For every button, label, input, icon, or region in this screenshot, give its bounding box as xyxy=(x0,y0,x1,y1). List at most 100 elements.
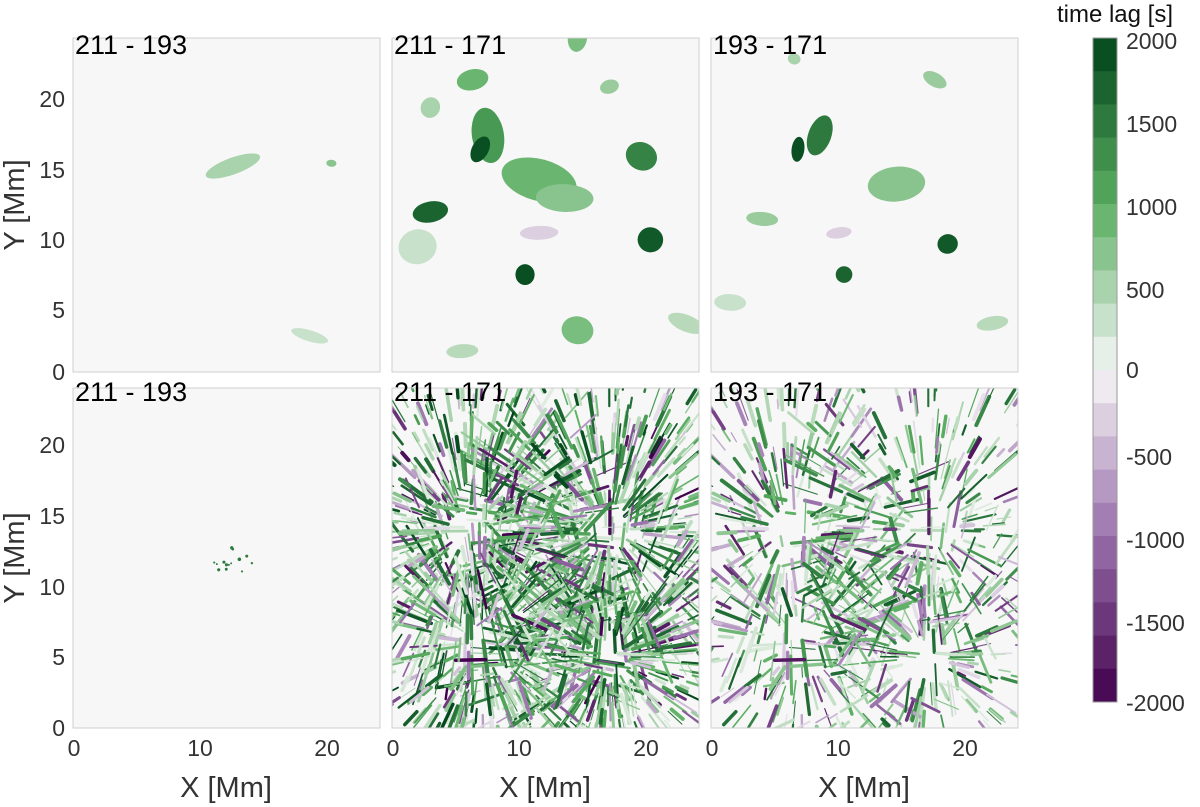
lag-streak xyxy=(468,411,497,436)
lag-streak xyxy=(944,432,954,464)
lag-streak xyxy=(795,720,811,728)
lag-streak xyxy=(887,465,897,479)
lag-streak xyxy=(934,408,940,449)
lag-streak xyxy=(1010,674,1018,678)
colorbar-level xyxy=(1093,71,1117,105)
lag-streak xyxy=(427,621,438,645)
lag-streak xyxy=(838,394,854,424)
lag-streak xyxy=(642,583,663,615)
lag-streak xyxy=(465,511,478,516)
lag-streak xyxy=(1008,576,1018,583)
lag-streak xyxy=(564,578,581,589)
lag-streak xyxy=(852,672,869,705)
lag-streak xyxy=(719,675,729,693)
lag-streak xyxy=(987,452,1018,480)
lag-streak xyxy=(457,388,462,407)
lag-region xyxy=(446,344,479,359)
lag-streak xyxy=(823,669,831,678)
x-tick-label: 10 xyxy=(825,735,851,761)
lag-streak xyxy=(741,428,754,452)
lag-speck xyxy=(224,563,229,567)
lag-streak xyxy=(939,522,945,550)
lag-streak xyxy=(612,417,616,433)
lag-streak xyxy=(460,431,490,452)
lag-streak xyxy=(893,437,904,461)
lag-streak xyxy=(783,458,818,477)
y-axis-label: Y [Mm] xyxy=(0,512,31,603)
lag-streak xyxy=(730,576,742,588)
lag-streak xyxy=(513,670,529,684)
lag-streak xyxy=(969,575,989,602)
lag-streak xyxy=(740,515,769,526)
lag-streak xyxy=(650,575,670,602)
lag-streak xyxy=(996,516,1012,520)
lag-streak xyxy=(848,670,858,688)
lag-streak xyxy=(677,516,693,520)
lag-streak xyxy=(543,712,558,728)
lag-streak xyxy=(840,674,852,679)
lag-streak xyxy=(621,612,635,635)
lag-streak xyxy=(626,562,638,581)
lag-streak xyxy=(685,388,698,406)
lag-streak xyxy=(831,531,845,534)
lag-streak xyxy=(442,413,454,455)
lag-streak xyxy=(803,545,811,583)
lag-streak xyxy=(665,577,685,598)
colorbar xyxy=(1093,38,1117,703)
lag-streak xyxy=(392,661,405,666)
lag-streak xyxy=(718,391,728,409)
lag-streak xyxy=(711,595,718,603)
lag-streak xyxy=(795,388,800,417)
lag-streak xyxy=(947,579,960,609)
lag-streak xyxy=(490,563,502,580)
lag-streak xyxy=(410,388,415,393)
lag-streak xyxy=(583,501,613,533)
panel-frame xyxy=(72,37,381,373)
lag-streak xyxy=(851,554,872,564)
lag-streak xyxy=(588,539,610,543)
lag-streak xyxy=(423,394,432,416)
lag-streak xyxy=(538,425,557,448)
lag-streak xyxy=(961,583,982,615)
lag-streak xyxy=(975,559,992,571)
lag-streak xyxy=(569,413,597,439)
lag-streak xyxy=(721,427,731,442)
lag-streak xyxy=(396,608,434,626)
lag-streak xyxy=(730,432,738,443)
lag-streak xyxy=(595,661,631,670)
lag-region xyxy=(326,159,337,167)
lag-speck xyxy=(245,554,249,558)
lag-streak xyxy=(854,505,890,519)
lag-streak xyxy=(519,581,546,604)
y-tick-label: 0 xyxy=(52,359,65,385)
lag-streak xyxy=(627,423,637,452)
lag-streak xyxy=(460,544,467,563)
lag-streak xyxy=(489,470,515,502)
lag-streak xyxy=(621,445,635,486)
lag-streak xyxy=(810,505,828,518)
lag-streak xyxy=(917,686,927,728)
lag-streak xyxy=(645,557,663,571)
lag-streak xyxy=(633,721,638,728)
lag-streak xyxy=(574,605,591,613)
lag-streak xyxy=(963,583,986,612)
lag-streak xyxy=(780,587,794,618)
colorbar-level xyxy=(1093,270,1117,305)
lag-streak xyxy=(630,639,658,652)
lag-streak xyxy=(601,572,606,592)
lag-streak xyxy=(515,388,521,397)
lag-streak xyxy=(393,511,407,517)
lag-streak xyxy=(570,486,581,526)
lag-streak xyxy=(479,388,484,401)
lag-streak xyxy=(624,477,641,505)
lag-streak xyxy=(828,712,838,720)
lag-streak xyxy=(533,672,550,705)
lag-streak xyxy=(878,443,887,456)
lag-streak xyxy=(720,493,734,502)
lag-streak xyxy=(712,657,729,664)
lag-streak xyxy=(517,603,527,612)
lag-streak xyxy=(903,609,919,638)
lag-speck xyxy=(222,560,226,564)
lag-streak xyxy=(632,458,643,479)
colorbar-tick-label: -2000 xyxy=(1126,690,1185,716)
